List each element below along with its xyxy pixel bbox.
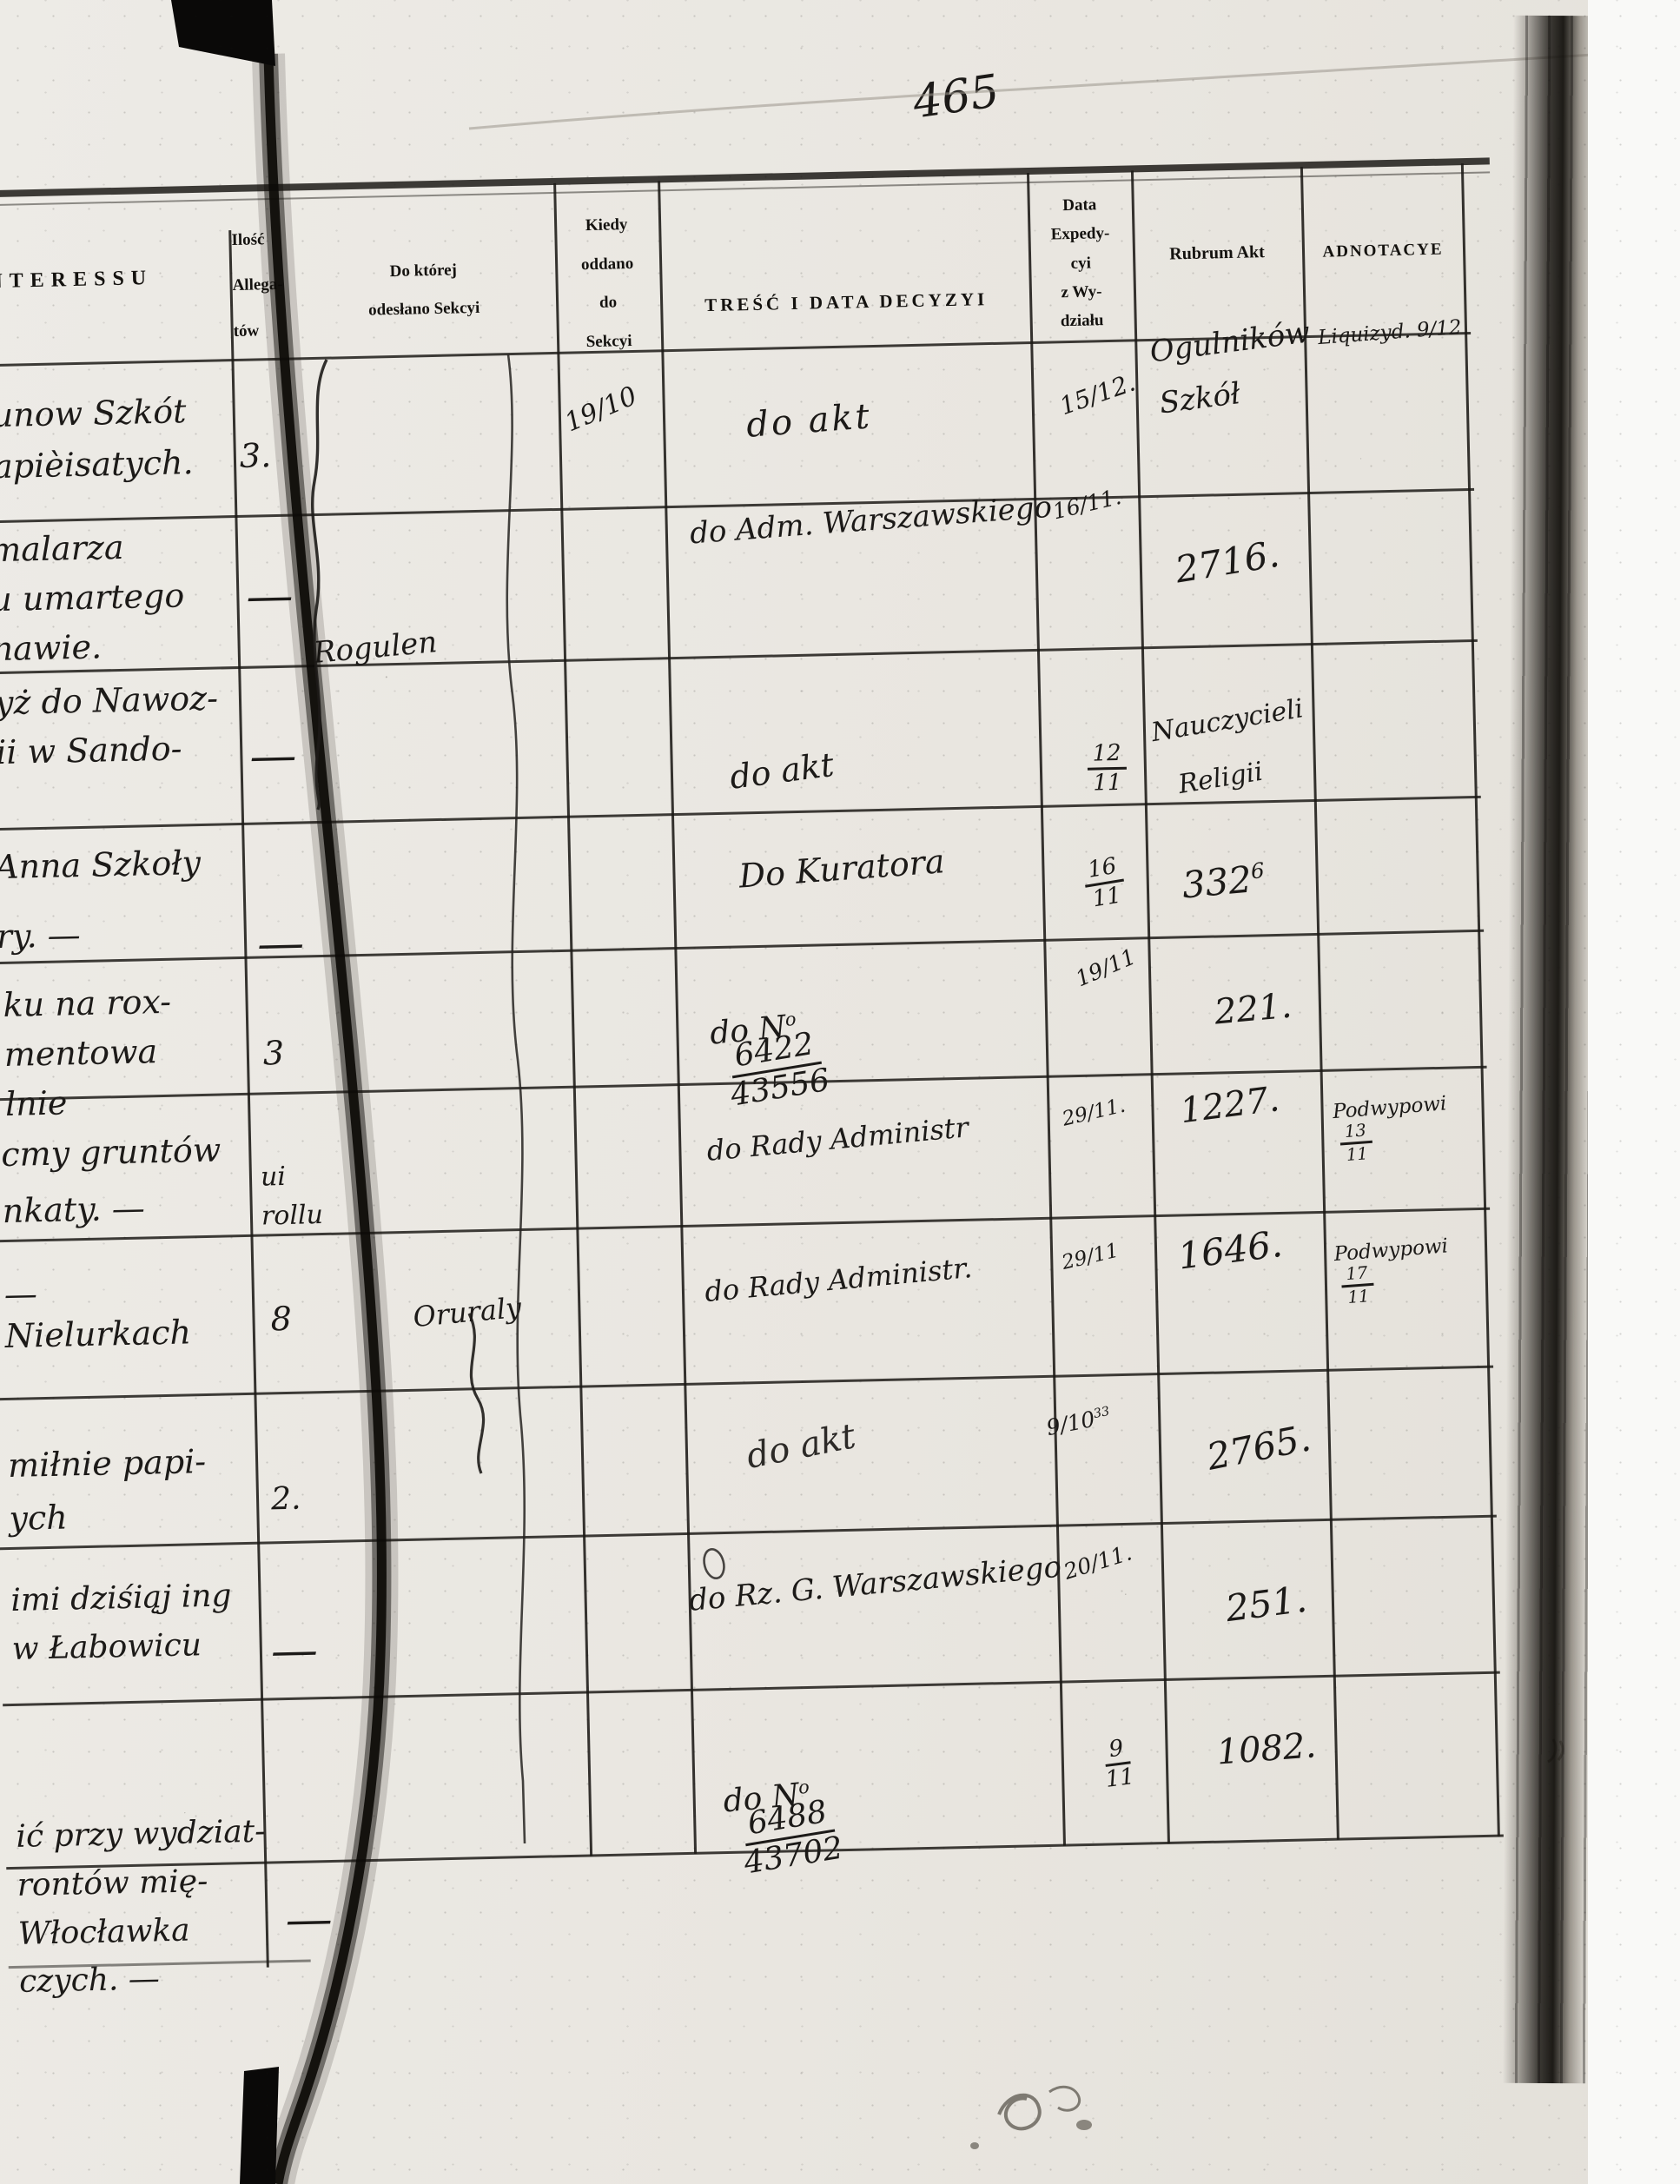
loose-sheet-edge bbox=[468, 52, 1608, 130]
bottom-smudges bbox=[970, 2085, 1092, 2149]
binding-gutter bbox=[252, 53, 399, 2184]
ink-loop-artifact bbox=[703, 1547, 725, 1580]
scan-margin-white bbox=[1588, 0, 1680, 2184]
column-brace bbox=[311, 359, 328, 811]
wavy-separator bbox=[506, 354, 526, 1844]
top-black-block bbox=[171, 0, 275, 66]
sekcya-squiggle bbox=[467, 1313, 486, 1474]
bottom-black-block bbox=[240, 2067, 279, 2184]
page-edge-shadow bbox=[1502, 15, 1597, 2084]
